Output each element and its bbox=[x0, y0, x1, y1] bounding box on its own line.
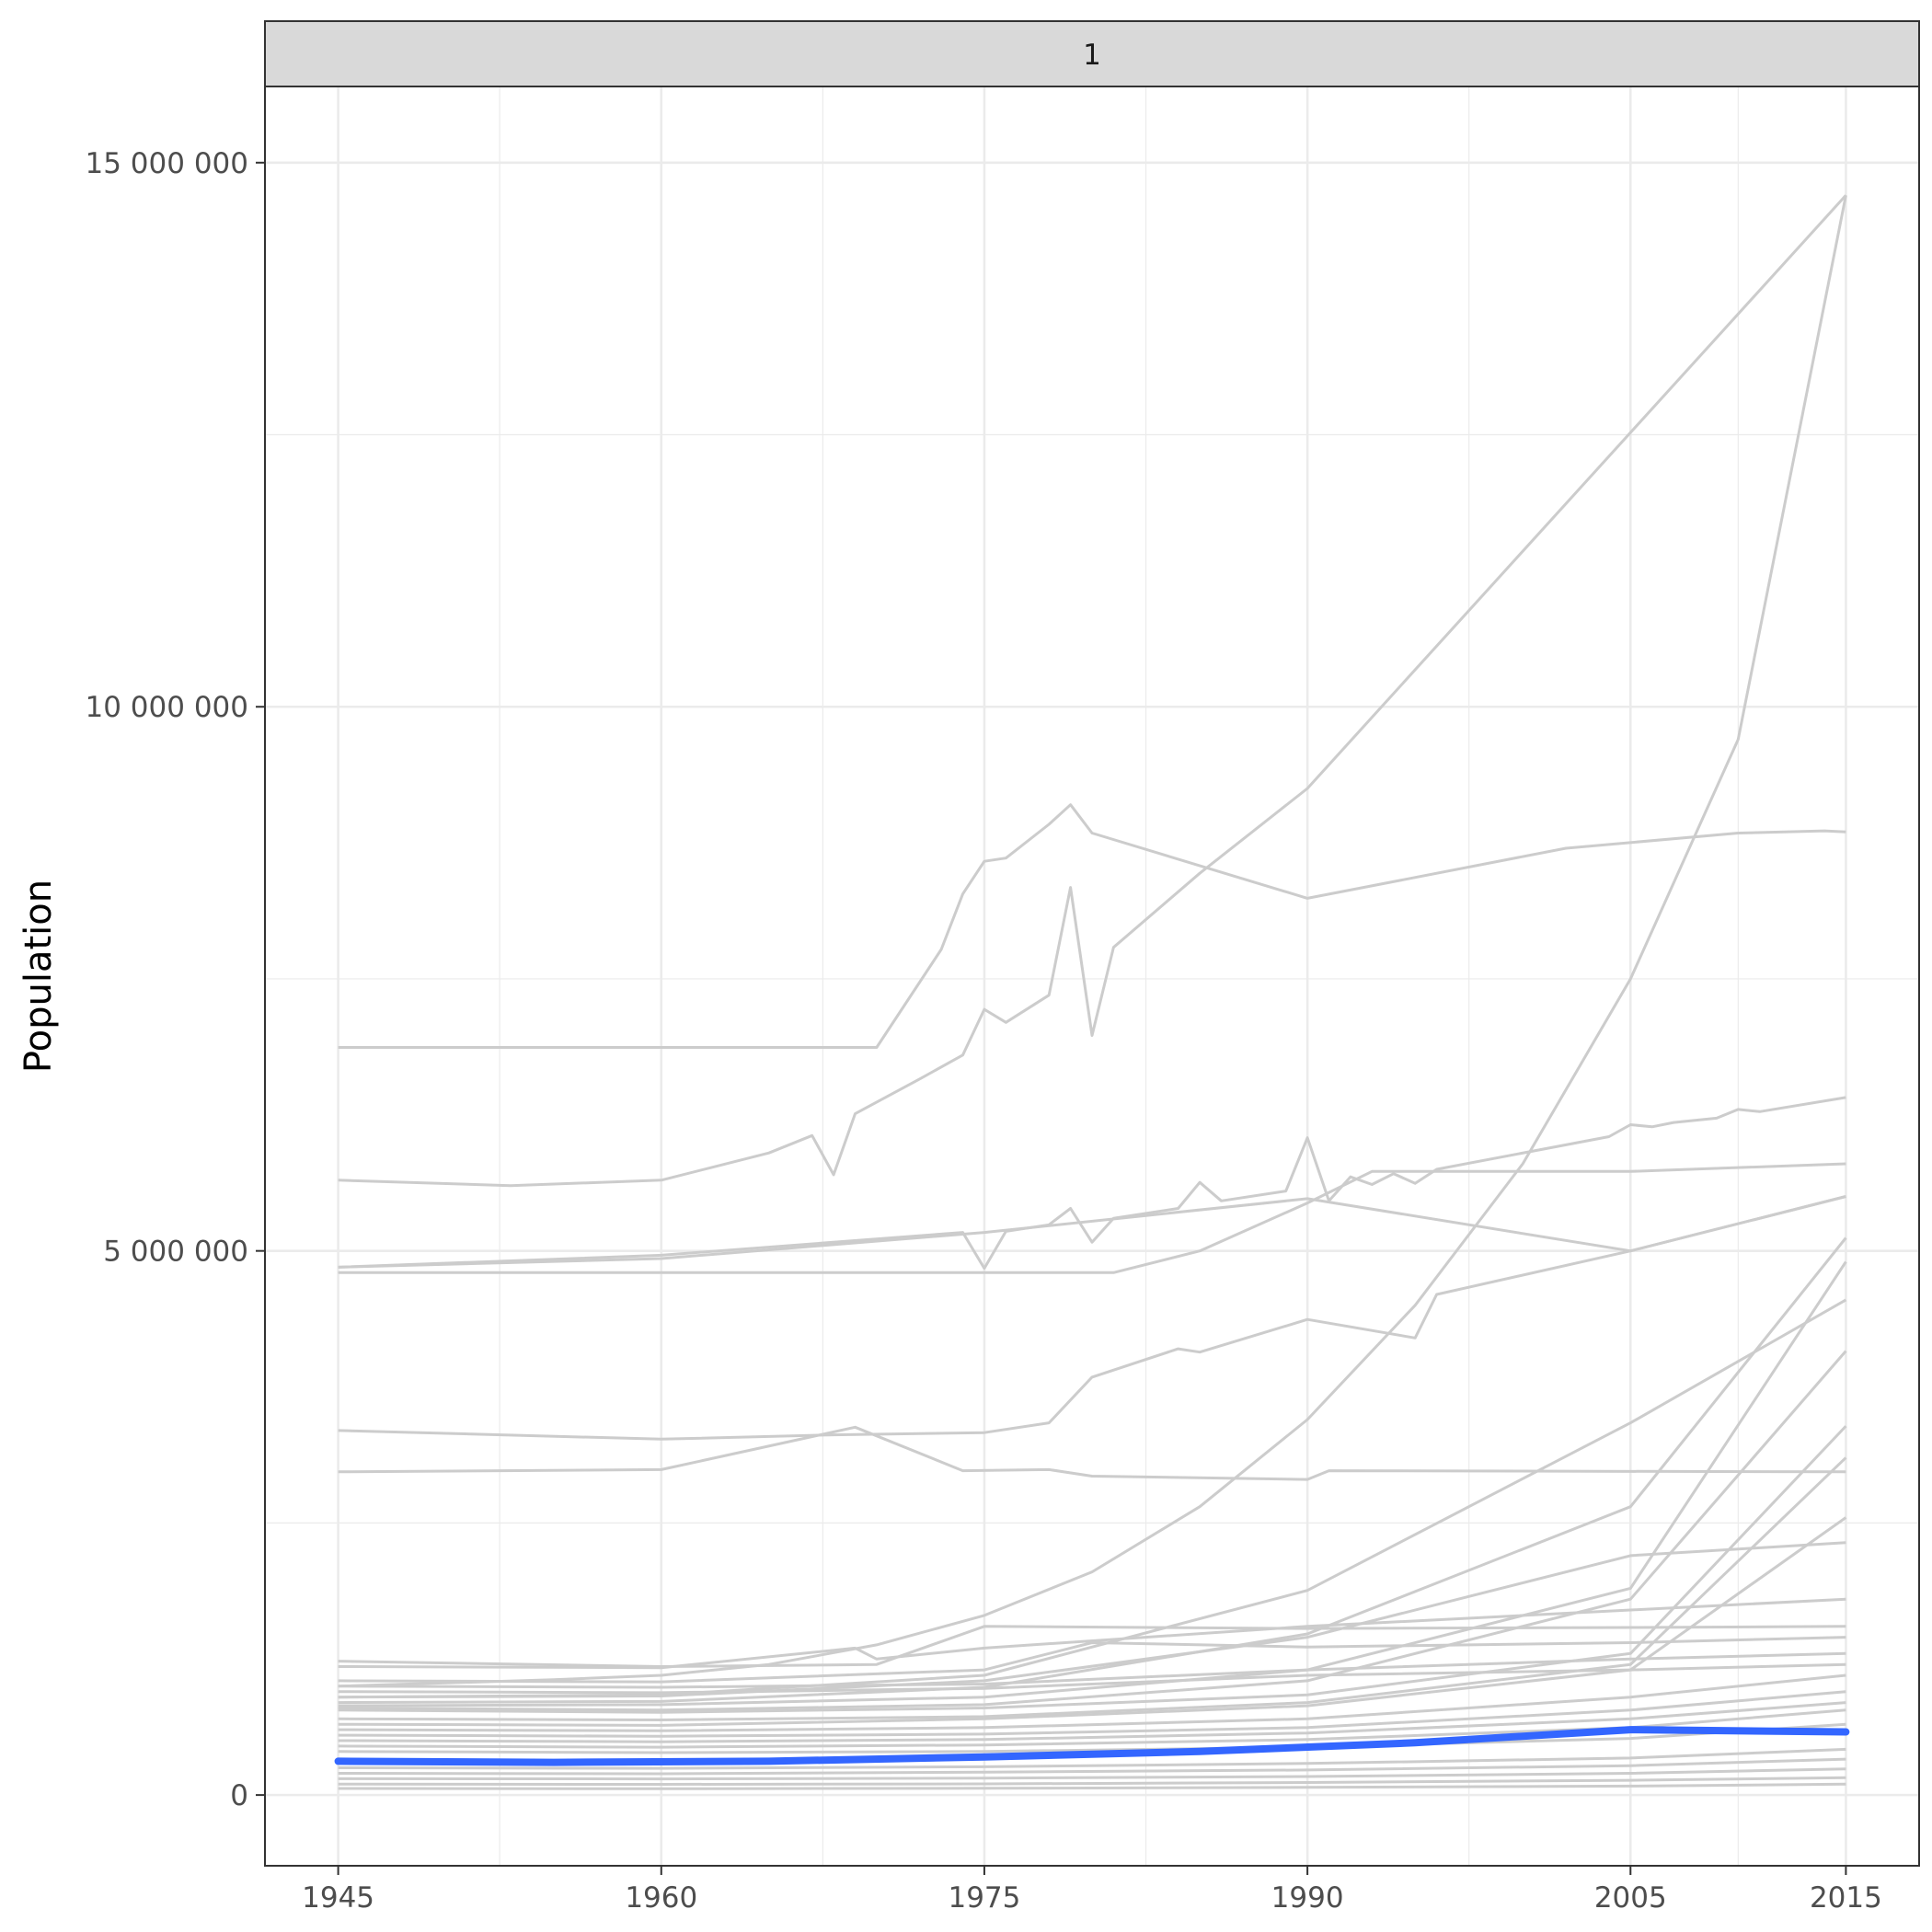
series-line-29 bbox=[338, 1767, 1846, 1781]
facet-strip-background bbox=[264, 20, 1920, 87]
x-axis: 1945 1960 1975 1990 2005 2015 bbox=[302, 1866, 1882, 1915]
plot-panel-background bbox=[265, 86, 1919, 1866]
y-axis-title: Population bbox=[17, 880, 60, 1073]
series-line-21 bbox=[338, 1662, 1846, 1695]
series-line-15 bbox=[338, 1516, 1847, 1727]
y-tick-label: 10 000 000 bbox=[86, 691, 249, 724]
highlight-series-line bbox=[334, 1726, 1850, 1766]
x-tick-label: 1975 bbox=[948, 1881, 1020, 1915]
series-line-19 bbox=[338, 1636, 1846, 1684]
minor-gridlines bbox=[265, 86, 1919, 1866]
series-line-25 bbox=[338, 1708, 1846, 1749]
series-line-23 bbox=[338, 1690, 1846, 1738]
series-line-12 bbox=[338, 1350, 1847, 1712]
series-line-10 bbox=[338, 1260, 1847, 1708]
facet-strip: 1 bbox=[264, 20, 1920, 87]
x-tick-label: 1960 bbox=[625, 1881, 697, 1915]
series-layer bbox=[338, 194, 1847, 1790]
series-line-20 bbox=[338, 1651, 1846, 1689]
y-tick-label: 5 000 000 bbox=[103, 1236, 248, 1269]
highlight-layer bbox=[334, 1726, 1850, 1766]
series-line-24 bbox=[338, 1701, 1846, 1743]
series-line-7 bbox=[338, 1195, 1846, 1441]
series-line-22 bbox=[338, 1673, 1846, 1732]
series-line-18 bbox=[338, 1597, 1846, 1670]
y-axis: 0 5 000 000 10 000 000 15 000 000 bbox=[86, 147, 265, 1812]
series-line-14 bbox=[338, 1456, 1847, 1721]
x-tick-label: 2015 bbox=[1810, 1881, 1882, 1915]
series-line-3 bbox=[338, 194, 1847, 1188]
x-tick-label: 1990 bbox=[1271, 1881, 1344, 1915]
series-line-30 bbox=[338, 1776, 1846, 1786]
series-line-27 bbox=[338, 1747, 1846, 1770]
series-line-31 bbox=[338, 1782, 1846, 1790]
series-line-13 bbox=[338, 1425, 1847, 1714]
series-line-9 bbox=[338, 1236, 1847, 1705]
series-line-28 bbox=[338, 1757, 1846, 1776]
y-tick-label: 15 000 000 bbox=[86, 147, 249, 180]
series-line-16 bbox=[338, 1541, 1846, 1699]
series-line-5 bbox=[338, 1162, 1846, 1274]
y-tick-label: 0 bbox=[230, 1779, 248, 1812]
x-tick-label: 2005 bbox=[1594, 1881, 1667, 1915]
series-line-2 bbox=[338, 803, 1846, 1049]
facet-strip-label: 1 bbox=[1083, 39, 1101, 72]
x-tick-label: 1945 bbox=[302, 1881, 374, 1915]
series-line-8 bbox=[338, 1425, 1846, 1481]
series-line-1 bbox=[338, 195, 1847, 1688]
